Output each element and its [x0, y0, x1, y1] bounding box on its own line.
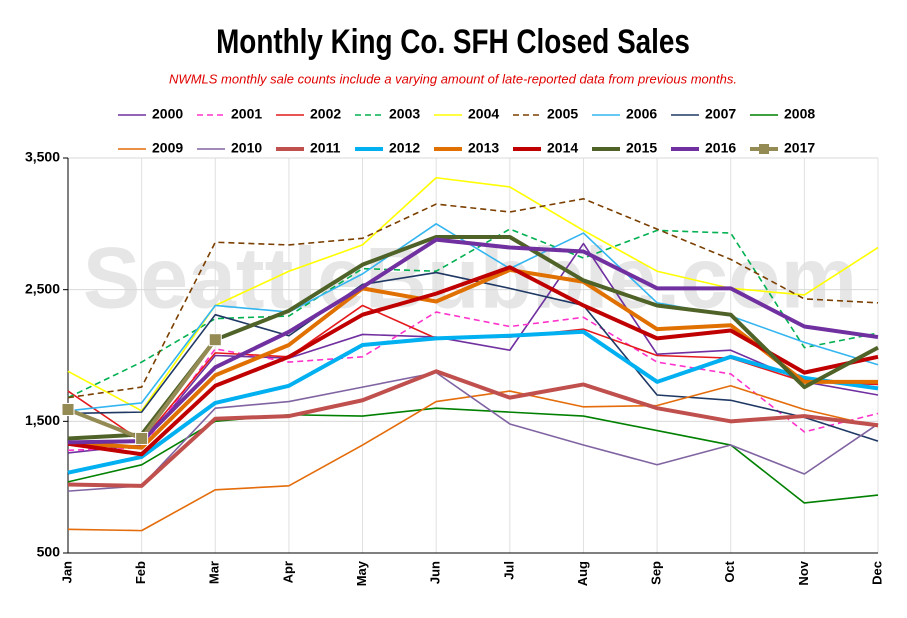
x-tick-label: Jul [501, 561, 516, 580]
legend-label: 2004 [468, 106, 499, 122]
x-tick-label: Oct [722, 560, 737, 582]
series-line [67, 265, 879, 457]
legend-label: 2013 [468, 140, 499, 156]
x-tick-label: Mar [207, 561, 222, 584]
x-tick-label: Jan [59, 561, 74, 583]
y-tick-label: 500 [37, 544, 61, 560]
legend-label: 2002 [310, 106, 341, 122]
legend-label: 2015 [626, 140, 657, 156]
legend-label: 2006 [626, 106, 657, 122]
legend-label: 2005 [547, 106, 578, 122]
x-tick-label: Nov [796, 560, 811, 585]
series-marker [208, 333, 222, 347]
chart-title: Monthly King Co. SFH Closed Sales [216, 22, 690, 60]
x-tick-label: May [354, 560, 369, 586]
series-line [67, 267, 878, 450]
series-line [67, 369, 879, 488]
legend-label: 2010 [231, 140, 262, 156]
series-line [67, 198, 879, 399]
series-line [67, 228, 879, 399]
x-tick-label: Dec [869, 561, 884, 585]
series-line [67, 223, 879, 412]
y-tick-label: 1,500 [25, 412, 60, 428]
legend-label: 2016 [705, 140, 736, 156]
legend-marker [759, 144, 769, 154]
series-marker [135, 431, 149, 445]
legend-label: 2003 [389, 106, 420, 122]
x-tick-label: Feb [133, 561, 148, 584]
legend-label: 2017 [784, 140, 815, 156]
x-tick-label: Sep [649, 561, 664, 585]
x-tick-label: Apr [280, 561, 295, 583]
legend-label: 2007 [705, 106, 736, 122]
legend-label: 2012 [389, 140, 420, 156]
legend-label: 2000 [152, 106, 183, 122]
chart-subtitle: NWMLS monthly sale counts include a vary… [169, 71, 737, 86]
legend-label: 2014 [547, 140, 578, 156]
series-marker [61, 402, 75, 416]
legend-label: 2011 [310, 140, 341, 156]
y-tick-label: 2,500 [25, 280, 60, 296]
series-line [67, 371, 879, 492]
x-tick-label: Aug [575, 561, 590, 586]
legend-label: 2008 [784, 106, 815, 122]
legend-label: 2009 [152, 140, 183, 156]
x-tick-label: Jun [428, 561, 443, 584]
legend-label: 2001 [231, 106, 262, 122]
series-line [67, 237, 879, 445]
y-tick-label: 3,500 [25, 149, 60, 165]
series-line [67, 384, 879, 532]
series-line [67, 242, 879, 454]
series-line [67, 329, 879, 475]
